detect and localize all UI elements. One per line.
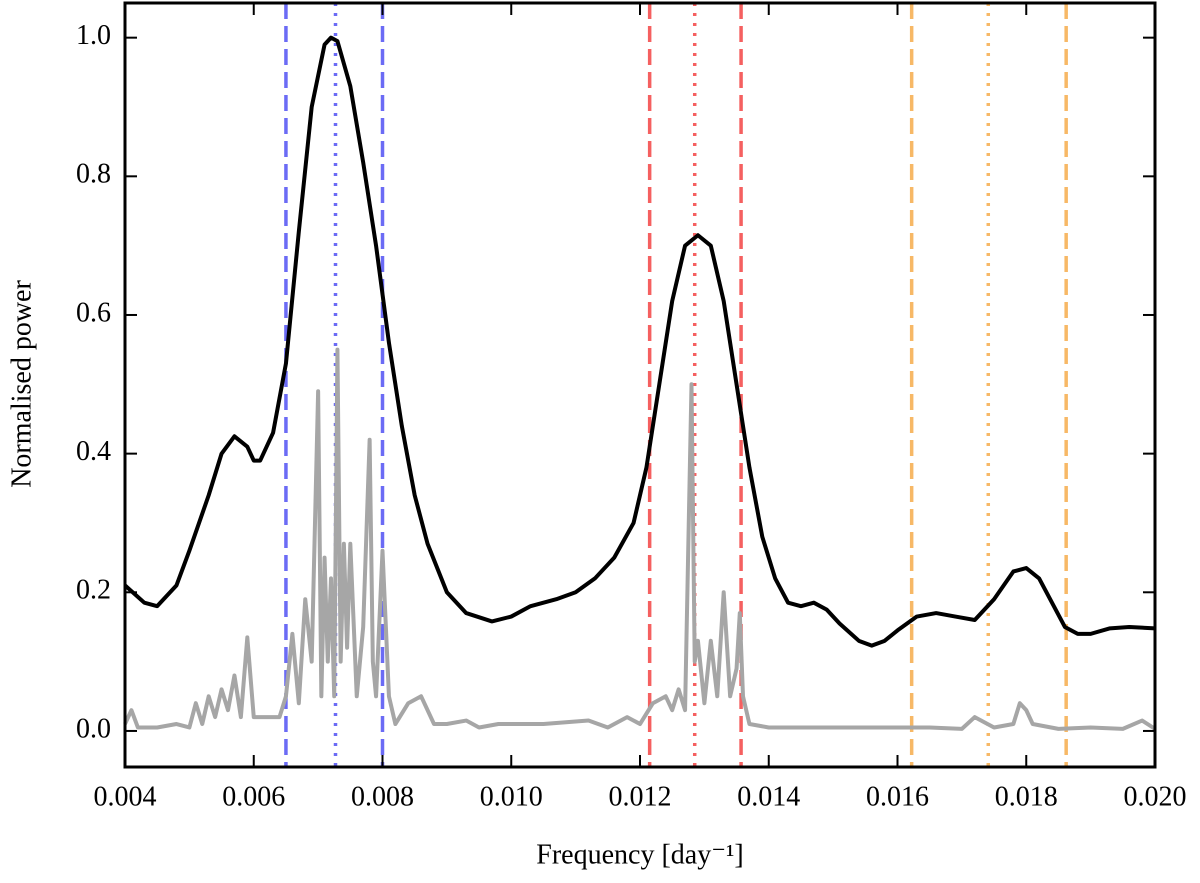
x-tick-label: 0.020 — [1124, 781, 1187, 812]
x-axis-label: Frequency [day⁻¹] — [536, 839, 743, 870]
y-tick-label: 1.0 — [76, 20, 111, 51]
x-tick-label: 0.004 — [94, 781, 157, 812]
plot-frame — [123, 1, 1157, 769]
x-tick-label: 0.012 — [609, 781, 672, 812]
y-axis-label: Normalised power — [6, 280, 37, 488]
series-line — [123, 347, 1157, 731]
y-tick-label: 0.6 — [76, 297, 111, 328]
x-tick-label: 0.014 — [737, 781, 800, 812]
x-tick-label: 0.006 — [222, 781, 285, 812]
y-tick-label: 0.8 — [76, 159, 111, 190]
series-line — [123, 35, 1156, 648]
y-tick-label: 0.4 — [76, 436, 111, 467]
x-tick-label: 0.016 — [866, 781, 929, 812]
y-tick-label: 0.0 — [76, 713, 111, 744]
x-tick-label: 0.018 — [995, 781, 1058, 812]
x-tick-label: 0.008 — [351, 781, 414, 812]
x-tick-label: 0.010 — [480, 781, 543, 812]
y-tick-label: 0.2 — [76, 575, 111, 606]
